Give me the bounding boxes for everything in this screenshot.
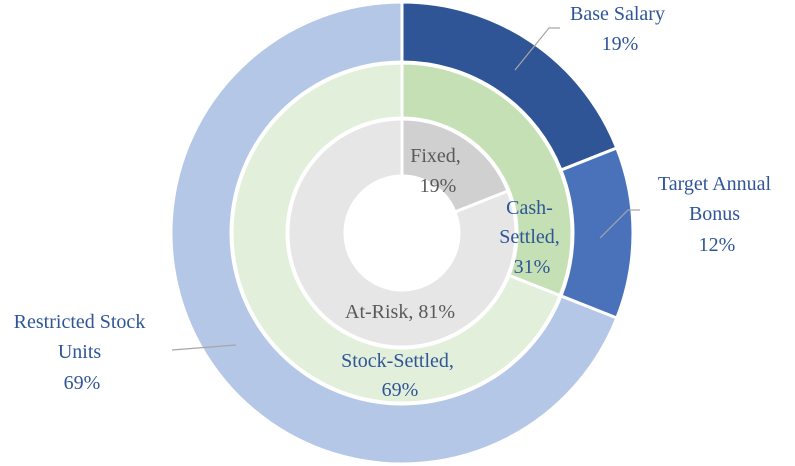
inner-slice-at-risk-81 <box>286 117 518 349</box>
inner-slice-fixed <box>400 117 510 214</box>
label-restricted-stock-units: Restricted Stock Units 69% <box>14 311 151 394</box>
label-fixed: Fixed, 19% <box>410 145 466 197</box>
label-stock-settled: Stock-Settled, 69% <box>341 350 459 401</box>
leader-line-restricted-stock-units <box>171 344 237 351</box>
leader-line-base-salary <box>514 27 560 71</box>
label-cash-settled: Cash- Settled, 31% <box>499 197 565 278</box>
label-target-annual-bonus: Target Annual Bonus 12% <box>658 173 776 256</box>
label-base-salary: Base Salary 19% <box>570 3 670 55</box>
label-at-risk: At-Risk, 81% <box>345 301 455 323</box>
inner-ring <box>286 117 518 349</box>
leader-line-target-annual-bonus <box>599 209 640 239</box>
